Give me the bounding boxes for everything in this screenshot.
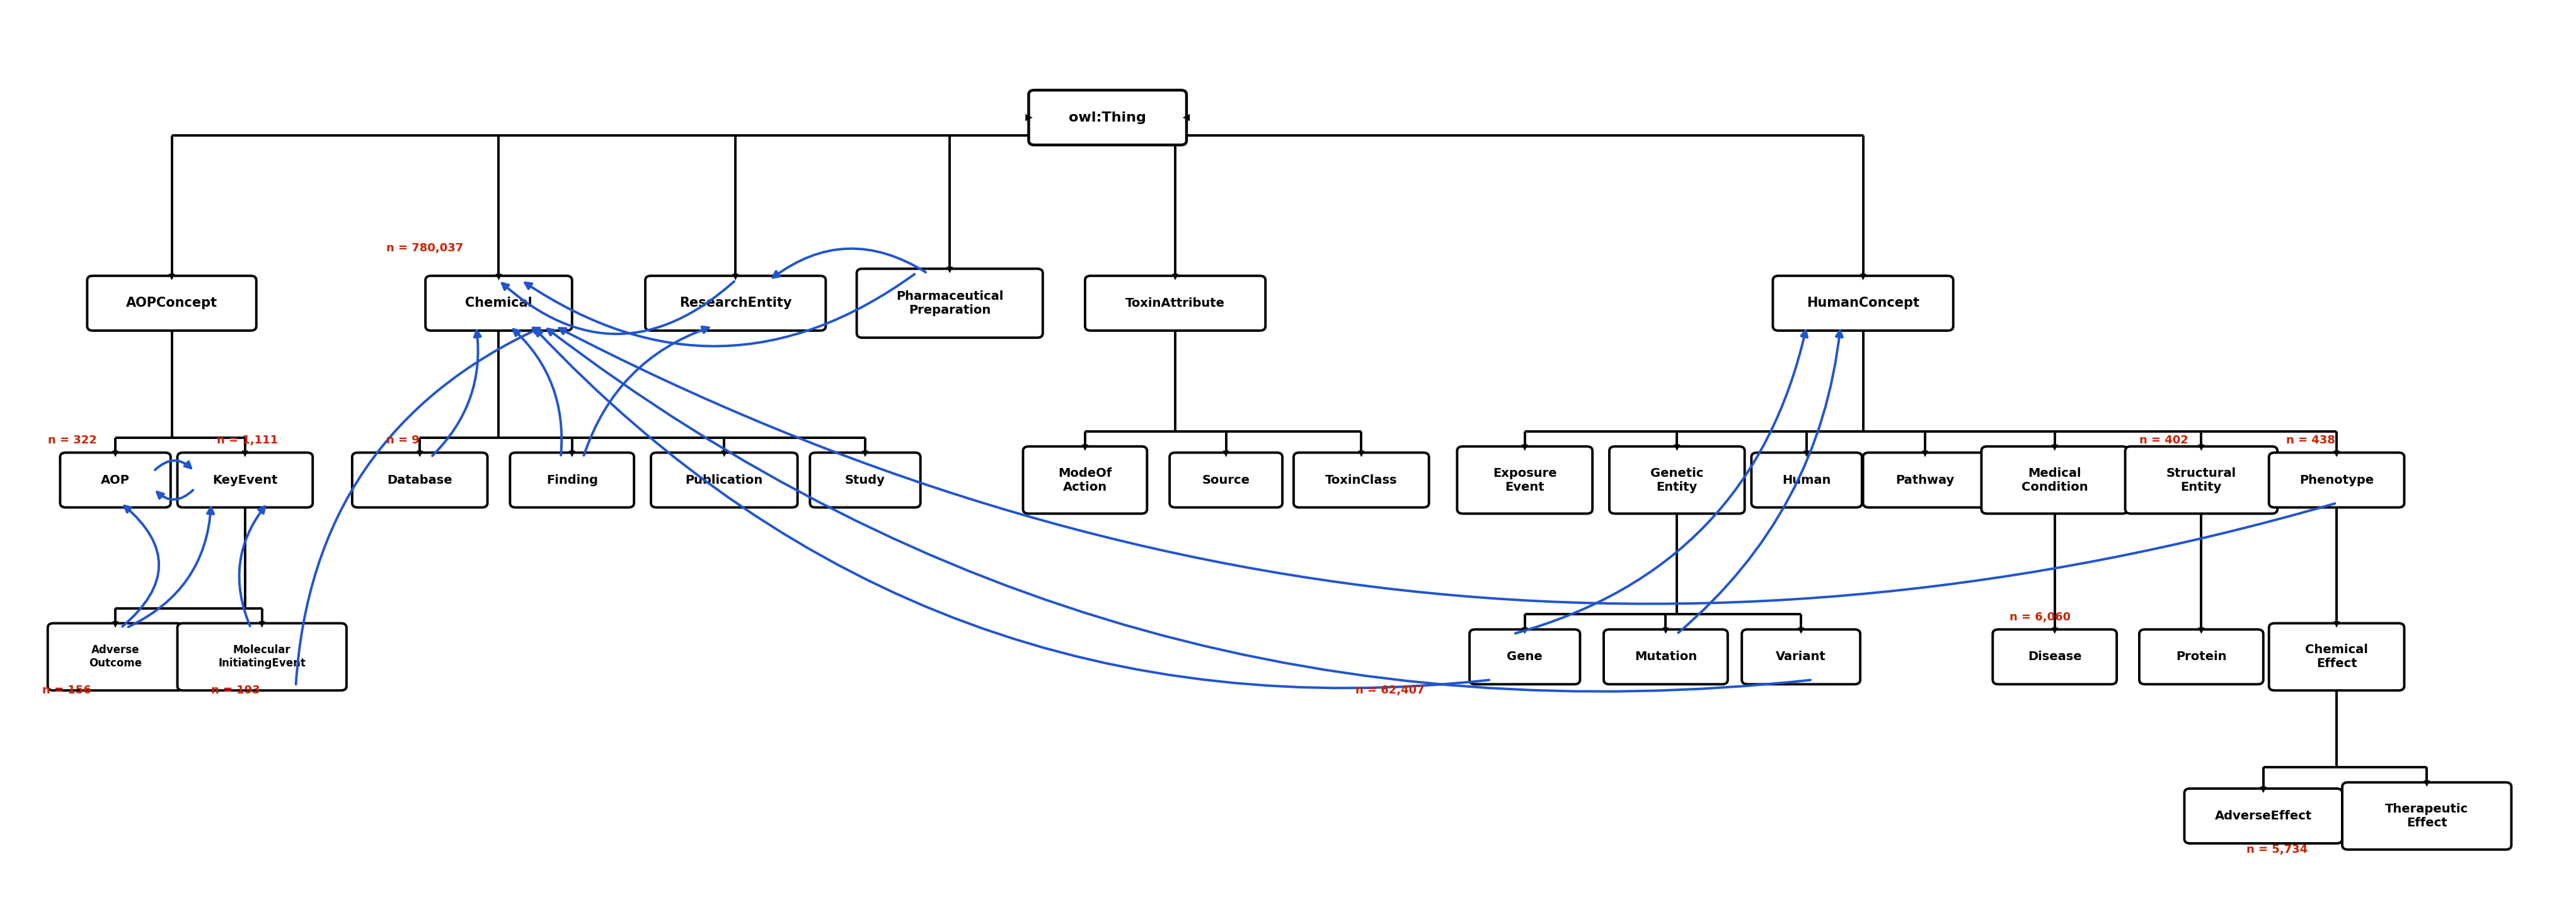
FancyBboxPatch shape xyxy=(178,623,348,690)
FancyBboxPatch shape xyxy=(1170,453,1283,507)
Text: n = 402: n = 402 xyxy=(2138,434,2187,446)
FancyBboxPatch shape xyxy=(1028,90,1188,145)
Text: Adverse
Outcome: Adverse Outcome xyxy=(90,645,142,669)
Text: Genetic
Entity: Genetic Entity xyxy=(1651,467,1703,493)
FancyBboxPatch shape xyxy=(652,453,799,507)
FancyBboxPatch shape xyxy=(809,453,920,507)
FancyBboxPatch shape xyxy=(59,453,170,507)
Text: ModeOf
Action: ModeOf Action xyxy=(1059,467,1113,493)
FancyBboxPatch shape xyxy=(1862,453,1986,507)
FancyBboxPatch shape xyxy=(1023,446,1146,513)
FancyBboxPatch shape xyxy=(2138,629,2264,684)
Text: n = 322: n = 322 xyxy=(49,434,98,446)
FancyBboxPatch shape xyxy=(1468,629,1579,684)
Text: HumanConcept: HumanConcept xyxy=(1806,297,1919,309)
Text: ToxinClass: ToxinClass xyxy=(1324,474,1396,486)
Text: Study: Study xyxy=(845,474,886,486)
FancyBboxPatch shape xyxy=(1752,453,1862,507)
Text: ToxinAttribute: ToxinAttribute xyxy=(1126,297,1226,309)
Text: Chemical: Chemical xyxy=(466,297,533,309)
Text: n = 438: n = 438 xyxy=(2285,434,2334,446)
Text: Disease: Disease xyxy=(2027,651,2081,663)
FancyBboxPatch shape xyxy=(1293,453,1430,507)
Text: n = 9: n = 9 xyxy=(386,434,420,446)
Text: n = 5,734: n = 5,734 xyxy=(2246,844,2308,855)
FancyBboxPatch shape xyxy=(1772,276,1953,331)
FancyBboxPatch shape xyxy=(2184,788,2342,844)
FancyBboxPatch shape xyxy=(178,453,312,507)
Text: Therapeutic
Effect: Therapeutic Effect xyxy=(2385,803,2468,829)
FancyBboxPatch shape xyxy=(2269,453,2403,507)
Text: n = 193: n = 193 xyxy=(211,685,260,696)
FancyBboxPatch shape xyxy=(858,268,1043,337)
Text: AOP: AOP xyxy=(100,474,129,486)
FancyBboxPatch shape xyxy=(425,276,572,331)
FancyBboxPatch shape xyxy=(49,623,183,690)
FancyBboxPatch shape xyxy=(1981,446,2128,513)
Text: ResearchEntity: ResearchEntity xyxy=(680,297,791,309)
FancyBboxPatch shape xyxy=(1610,446,1744,513)
FancyBboxPatch shape xyxy=(2269,623,2403,690)
FancyBboxPatch shape xyxy=(1994,629,2117,684)
Text: n = 156: n = 156 xyxy=(41,685,90,696)
Text: owl:Thing: owl:Thing xyxy=(1069,112,1146,124)
FancyBboxPatch shape xyxy=(2125,446,2277,513)
Text: Molecular
InitiatingEvent: Molecular InitiatingEvent xyxy=(219,645,307,669)
Text: Pharmaceutical
Preparation: Pharmaceutical Preparation xyxy=(896,290,1005,317)
FancyBboxPatch shape xyxy=(1458,446,1592,513)
Text: Publication: Publication xyxy=(685,474,762,486)
Text: n = 62,407: n = 62,407 xyxy=(1355,685,1425,696)
Text: Database: Database xyxy=(386,474,453,486)
FancyBboxPatch shape xyxy=(2342,783,2512,850)
FancyBboxPatch shape xyxy=(353,453,487,507)
Text: Medical
Condition: Medical Condition xyxy=(2022,467,2089,493)
Text: n = 780,037: n = 780,037 xyxy=(386,243,464,254)
Text: n = 6,060: n = 6,060 xyxy=(2009,611,2071,623)
Text: Protein: Protein xyxy=(2177,651,2226,663)
Text: Source: Source xyxy=(1203,474,1249,486)
Text: Structural
Entity: Structural Entity xyxy=(2166,467,2236,493)
FancyBboxPatch shape xyxy=(1741,629,1860,684)
Text: Human: Human xyxy=(1783,474,1832,486)
Text: KeyEvent: KeyEvent xyxy=(211,474,278,486)
Text: Mutation: Mutation xyxy=(1636,651,1698,663)
FancyBboxPatch shape xyxy=(510,453,634,507)
FancyBboxPatch shape xyxy=(1084,276,1265,331)
Text: Exposure
Event: Exposure Event xyxy=(1492,467,1556,493)
Text: Chemical
Effect: Chemical Effect xyxy=(2306,644,2367,669)
Text: n = 1,111: n = 1,111 xyxy=(216,434,278,446)
Text: Pathway: Pathway xyxy=(1896,474,1955,486)
Text: AOPConcept: AOPConcept xyxy=(126,297,216,309)
FancyBboxPatch shape xyxy=(88,276,258,331)
Text: Phenotype: Phenotype xyxy=(2300,474,2375,486)
FancyBboxPatch shape xyxy=(647,276,827,331)
Text: Gene: Gene xyxy=(1507,651,1543,663)
Text: Variant: Variant xyxy=(1775,651,1826,663)
Text: AdverseEffect: AdverseEffect xyxy=(2215,810,2311,822)
Text: Finding: Finding xyxy=(546,474,598,486)
FancyBboxPatch shape xyxy=(1605,629,1728,684)
